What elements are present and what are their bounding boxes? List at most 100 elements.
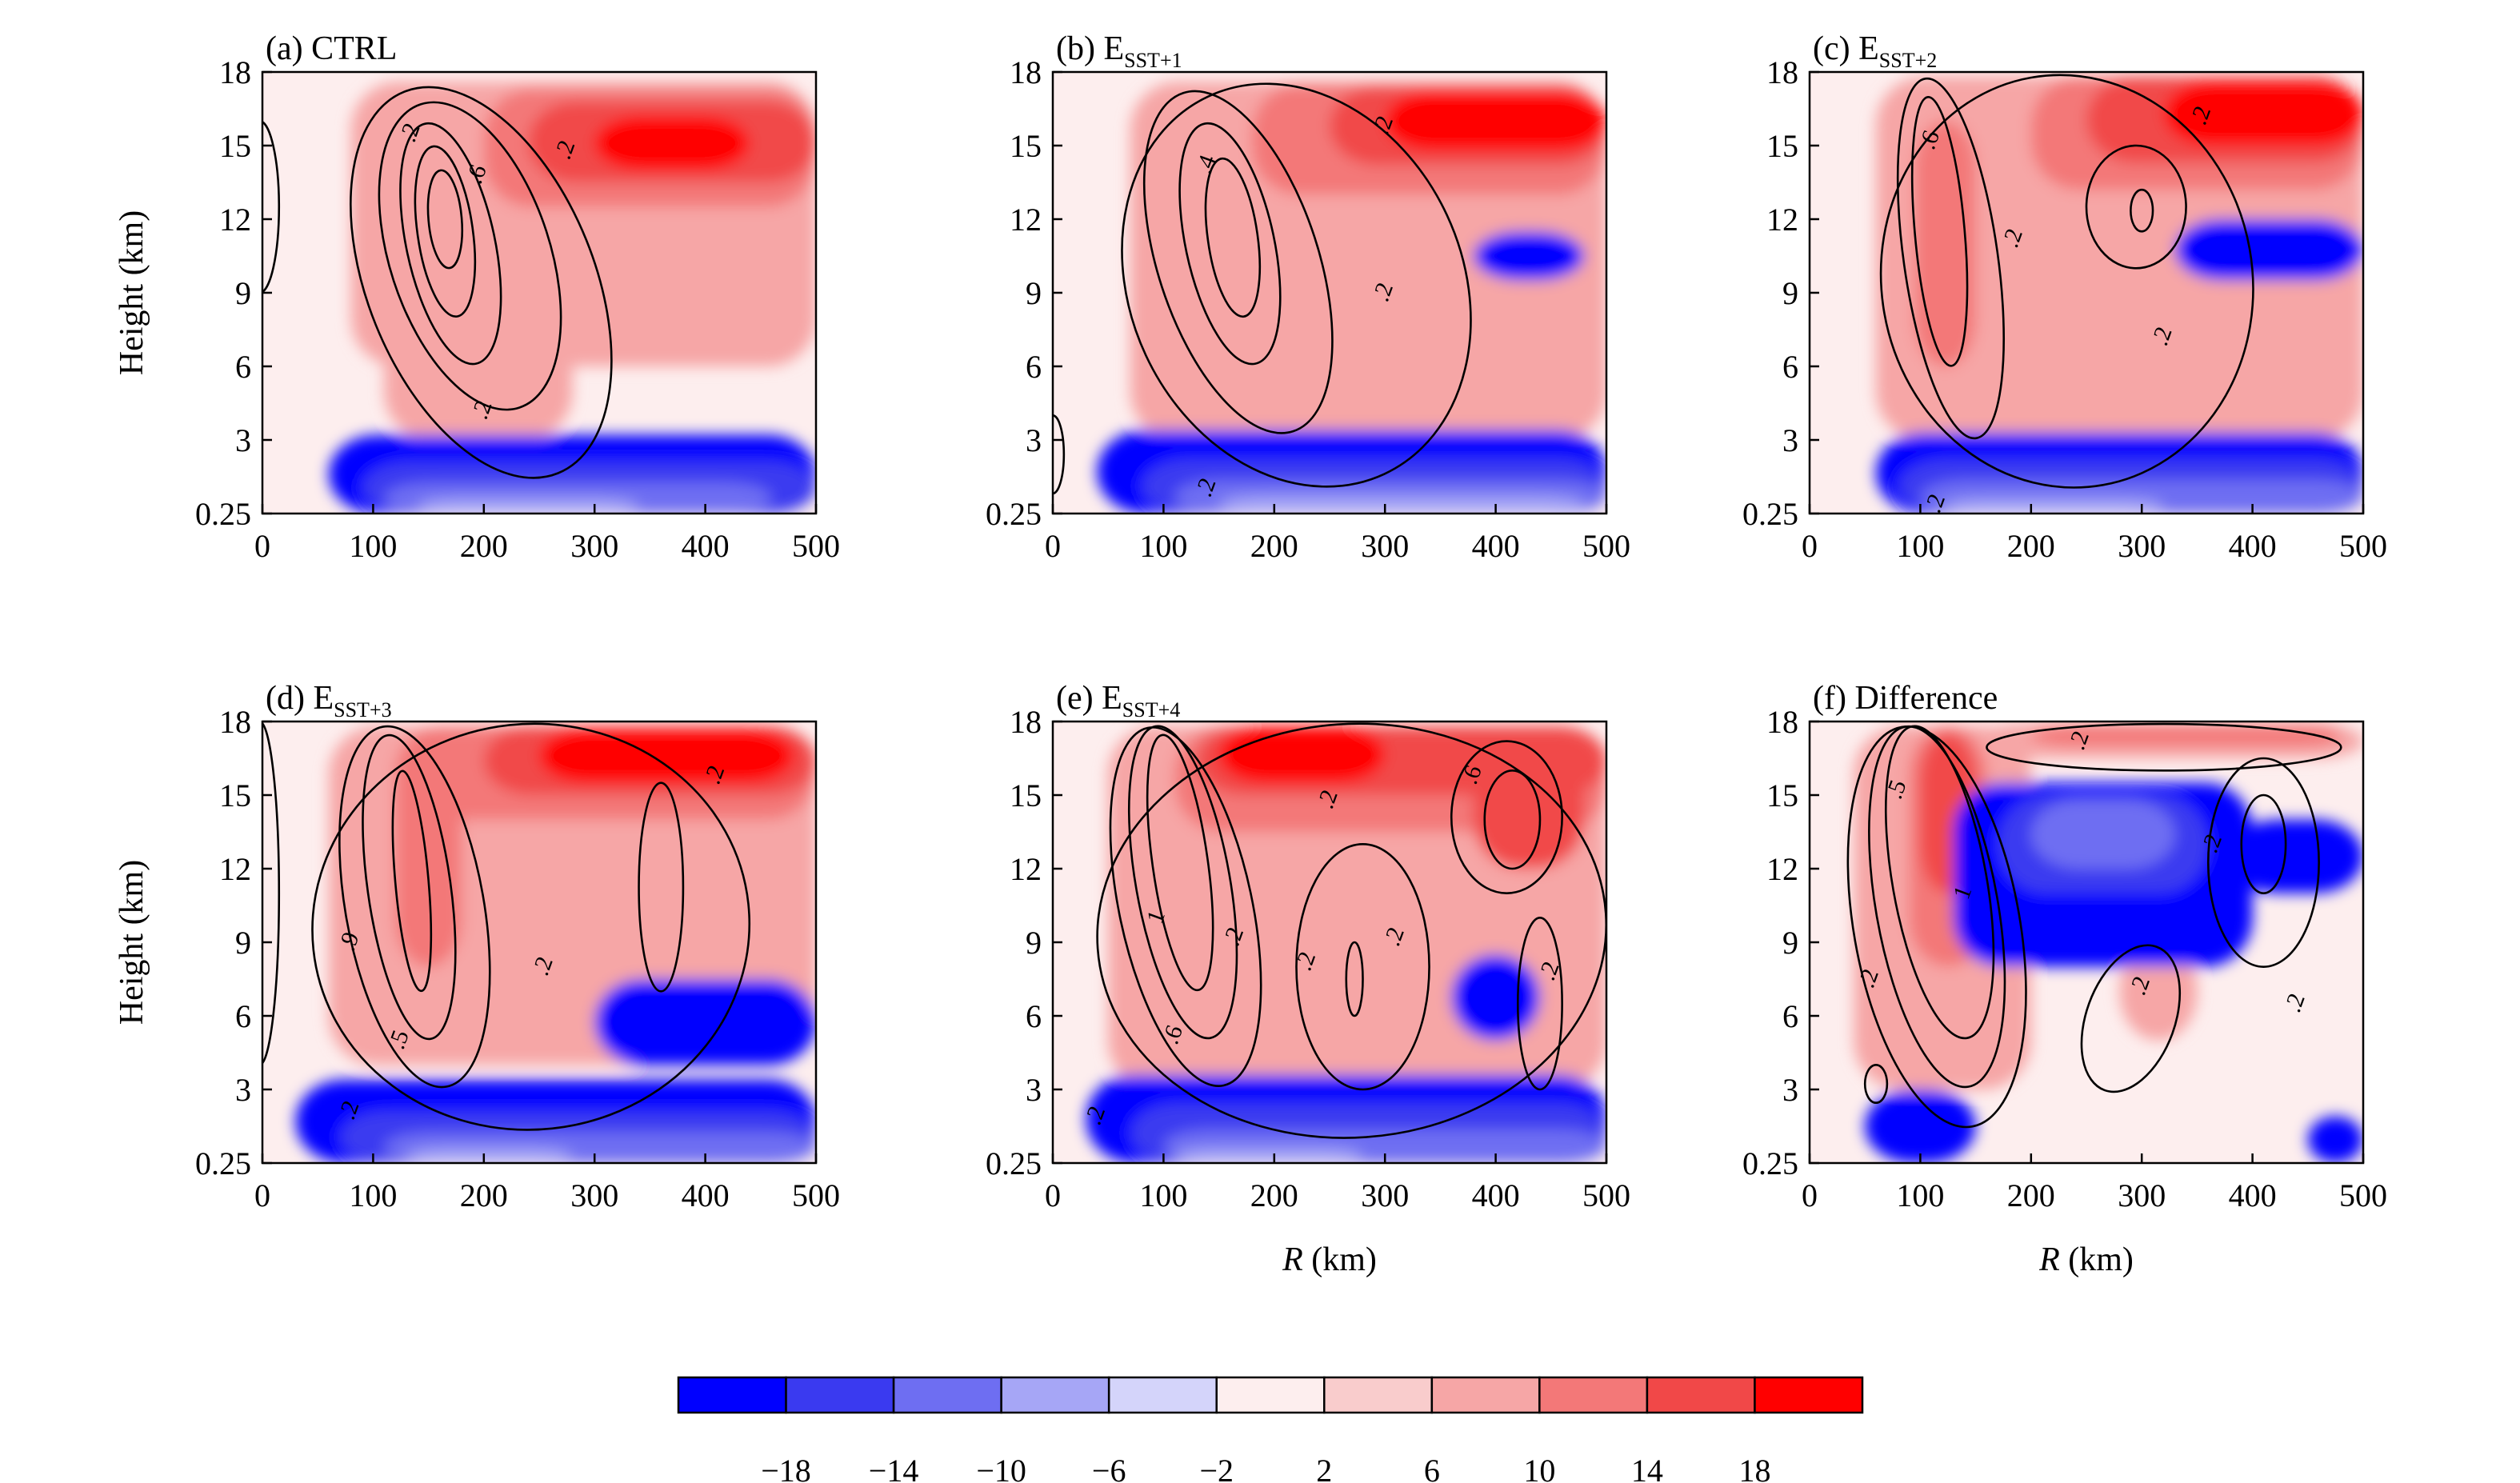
x-axis-label: R (km)	[2038, 1241, 2134, 1278]
shaded-field	[1086, 726, 1606, 1163]
panel-title-subscript: SST+2	[1879, 49, 1937, 72]
contour-line	[338, 725, 491, 1089]
x-tick-label: 500	[2339, 1177, 2387, 1213]
panel-title-main: (a) CTRL	[266, 30, 397, 67]
contour-line	[350, 86, 613, 479]
colorbar-swatch	[677, 1376, 787, 1414]
contour-line	[1345, 941, 1364, 1017]
contour-line	[262, 120, 281, 294]
panel-title: (d) ESST+3	[266, 680, 392, 722]
shaded-field	[1876, 77, 2363, 514]
contour-line	[414, 145, 477, 318]
panel-e: .2.61.2.2.2.2.6.20 100 200 300 400 5000.25369…	[986, 680, 1630, 1278]
colorbar-tick-label: −10	[976, 1453, 1026, 1483]
y-tick-label: 12	[219, 202, 251, 238]
x-axis-label: R (km)	[1282, 1241, 1377, 1278]
contour-lines	[1879, 74, 2254, 489]
contour-line	[378, 101, 562, 411]
contour-line	[1986, 722, 2342, 772]
shaded-field	[1097, 82, 1606, 514]
x-tick-label: 200	[2007, 528, 2055, 564]
y-tick-label: 15	[1766, 128, 1798, 164]
y-tick-label: 15	[219, 777, 251, 813]
y-tick-label: 6	[1026, 998, 1042, 1034]
y-tick-label: 0.25	[986, 496, 1042, 532]
contour-line	[1295, 843, 1430, 1091]
y-tick-label: 0.25	[195, 496, 251, 532]
field-region	[1385, 91, 1606, 151]
colorbar-tick-label: 6	[1424, 1453, 1440, 1483]
x-tick-label: 500	[1582, 528, 1630, 564]
colorbar-swatch	[1754, 1376, 1864, 1414]
contour-line	[262, 722, 281, 1065]
y-tick-label: 15	[1010, 777, 1042, 813]
x-tick-label: 100	[349, 528, 397, 564]
y-tick-label: 0.25	[1742, 1145, 1798, 1181]
field-region	[406, 1148, 573, 1163]
colorbar-tick-label: −18	[761, 1453, 811, 1483]
contour-line	[1896, 77, 2006, 440]
contour-line	[2080, 944, 2182, 1093]
y-tick-label: 18	[1010, 704, 1042, 740]
field-region	[1473, 745, 1585, 869]
field-region	[417, 498, 639, 514]
field-region	[594, 979, 816, 1065]
panel-a: .2.6.2.20 100 200 300 400 5000.25369121518(a)…	[114, 30, 840, 564]
colorbar-tick-label: −14	[869, 1453, 919, 1483]
y-tick-label: 6	[235, 998, 251, 1034]
colorbar-swatch	[892, 1376, 1002, 1414]
colorbar-swatch	[1215, 1376, 1326, 1414]
x-tick-label: 300	[570, 1177, 618, 1213]
y-tick-label: 0.25	[986, 1145, 1042, 1181]
panel-title: (b) ESST+1	[1056, 30, 1182, 72]
contour-line	[1109, 726, 1262, 1087]
y-tick-label: 18	[219, 54, 251, 90]
colorbar-swatch	[1323, 1376, 1434, 1414]
y-tick-label: 18	[1766, 54, 1798, 90]
x-tick-label: 500	[1582, 1177, 1630, 1213]
contour-line	[1146, 734, 1214, 992]
colorbar-tick-label: −2	[1199, 1453, 1234, 1483]
contour-line	[1121, 82, 1472, 488]
contour-line	[2085, 144, 2187, 270]
colorbar-tick-label: 10	[1523, 1453, 1555, 1483]
y-tick-label: 9	[1782, 275, 1798, 311]
contour-line	[1127, 725, 1238, 1040]
x-tick-label: 400	[1472, 528, 1520, 564]
y-tick-label: 18	[1766, 704, 1798, 740]
shaded-field	[295, 726, 816, 1163]
field-region	[1914, 121, 1976, 367]
x-tick-label: 400	[2229, 528, 2277, 564]
contour-line	[1884, 725, 1995, 1040]
shaded-field	[329, 82, 816, 514]
field-region	[1451, 954, 1540, 1041]
x-tick-label: 400	[1472, 1177, 1520, 1213]
panel-title-subscript: SST+3	[334, 698, 391, 722]
y-tick-label: 18	[219, 704, 251, 740]
x-tick-label: 200	[1250, 1177, 1298, 1213]
contour-lines	[262, 722, 751, 1131]
x-tick-label: 300	[2118, 528, 2166, 564]
contour-line	[1879, 74, 2254, 489]
colorbar-tick-label: 2	[1316, 1453, 1332, 1483]
y-axis-label: Height (km)	[114, 210, 150, 375]
y-tick-label: 12	[219, 851, 251, 887]
y-tick-label: 3	[235, 422, 251, 458]
x-tick-label: 200	[460, 1177, 508, 1213]
contour-line	[362, 734, 457, 1041]
y-tick-label: 3	[235, 1072, 251, 1108]
field-region	[1218, 496, 1585, 514]
contour-line	[1142, 90, 1334, 434]
colorbar-swatch	[1000, 1376, 1110, 1414]
x-tick-label: 400	[682, 528, 730, 564]
panel-title-main: (f) Difference	[1813, 680, 1998, 717]
y-tick-label: 3	[1782, 422, 1798, 458]
y-tick-label: 12	[1766, 202, 1798, 238]
y-tick-label: 15	[1766, 777, 1798, 813]
field-region	[1942, 498, 2164, 514]
shaded-field	[1854, 724, 2363, 1163]
y-tick-label: 3	[1026, 422, 1042, 458]
contour-line	[1204, 157, 1262, 318]
x-tick-label: 500	[2339, 528, 2387, 564]
contour-line	[2206, 757, 2320, 968]
